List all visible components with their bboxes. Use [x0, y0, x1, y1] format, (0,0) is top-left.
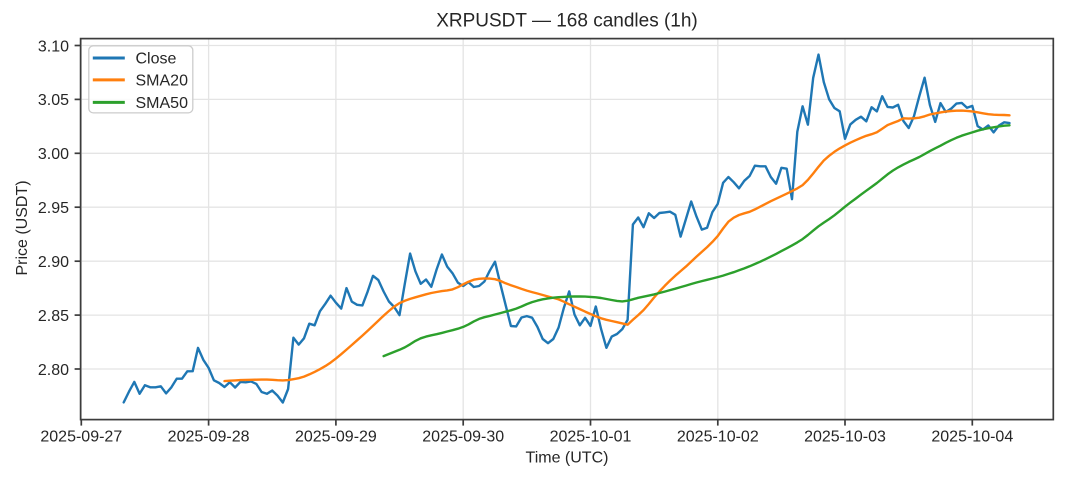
svg-text:SMA50: SMA50: [136, 95, 189, 112]
svg-text:Price (USDT): Price (USDT): [14, 180, 31, 275]
svg-text:2025-10-04: 2025-10-04: [931, 428, 1013, 445]
svg-text:Time (UTC): Time (UTC): [526, 450, 609, 467]
svg-text:2025-10-02: 2025-10-02: [677, 428, 759, 445]
svg-text:2025-10-01: 2025-10-01: [550, 428, 632, 445]
svg-text:3.00: 3.00: [38, 146, 69, 163]
svg-text:3.05: 3.05: [38, 92, 69, 109]
svg-text:2025-09-29: 2025-09-29: [295, 428, 377, 445]
svg-text:2025-09-27: 2025-09-27: [40, 428, 122, 445]
svg-text:2.80: 2.80: [38, 362, 69, 379]
svg-text:2.90: 2.90: [38, 254, 69, 271]
svg-text:2.95: 2.95: [38, 200, 69, 217]
svg-text:Close: Close: [136, 50, 177, 67]
svg-text:3.10: 3.10: [38, 38, 69, 55]
svg-text:2025-09-28: 2025-09-28: [168, 428, 250, 445]
svg-text:2025-09-30: 2025-09-30: [422, 428, 504, 445]
svg-text:2025-10-03: 2025-10-03: [804, 428, 886, 445]
svg-text:XRPUSDT — 168 candles (1h): XRPUSDT — 168 candles (1h): [436, 11, 698, 32]
svg-text:SMA20: SMA20: [136, 72, 189, 89]
svg-text:2.85: 2.85: [38, 308, 69, 325]
